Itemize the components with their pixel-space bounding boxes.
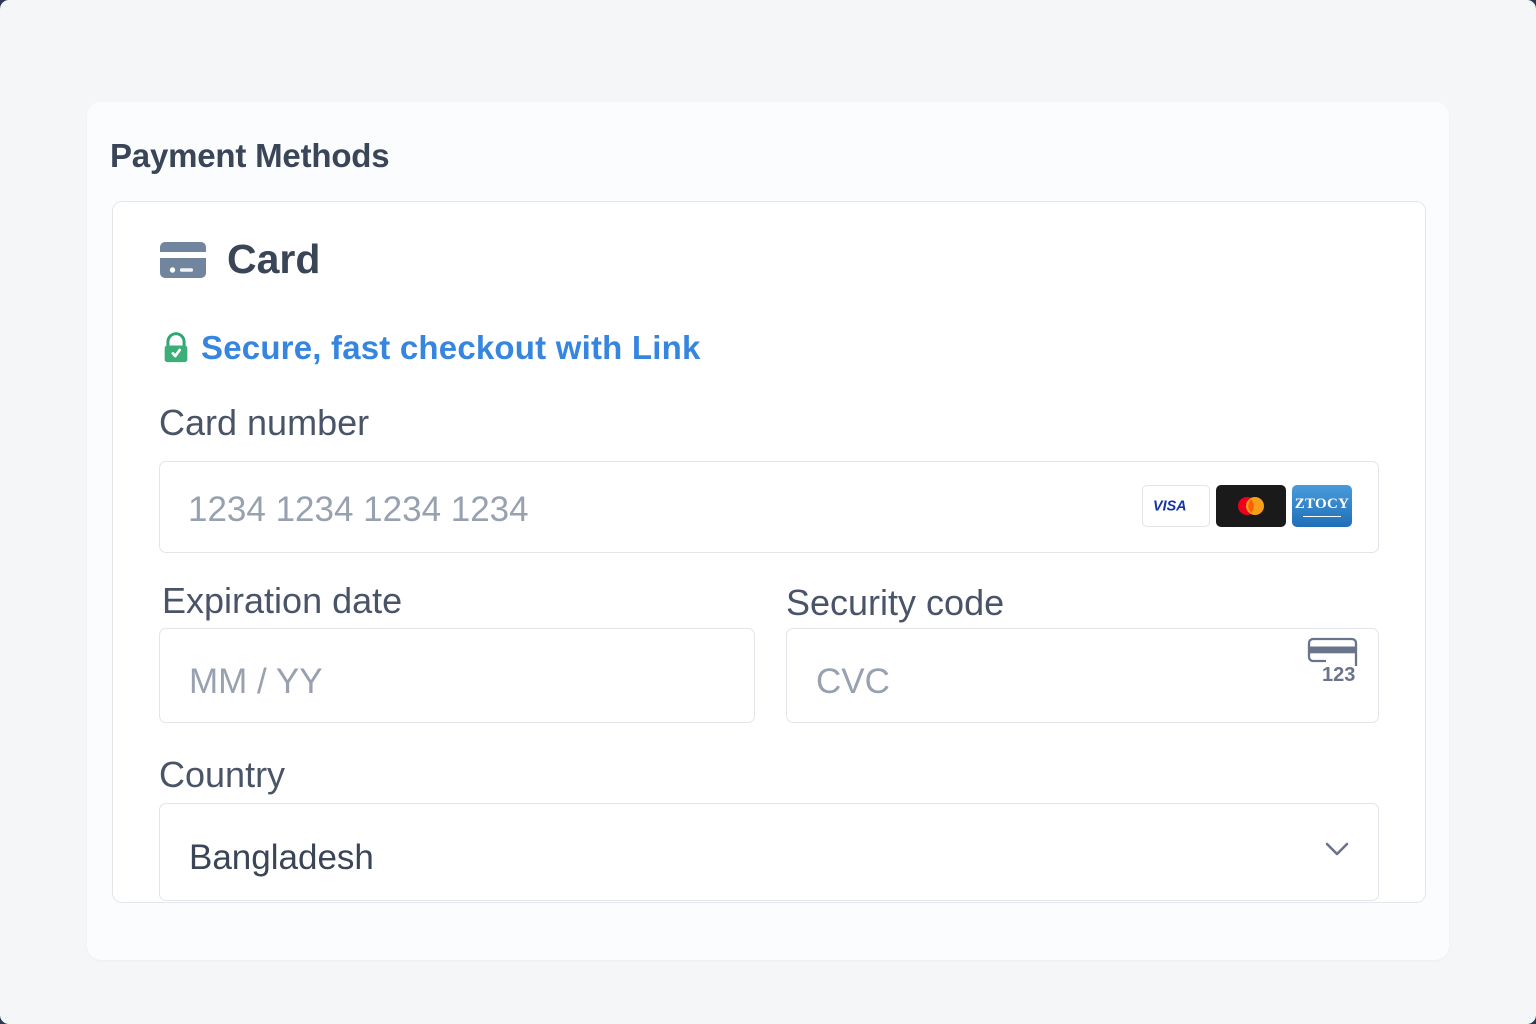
svg-text:123: 123 bbox=[1322, 664, 1355, 684]
svg-text:VISA: VISA bbox=[1153, 499, 1187, 514]
